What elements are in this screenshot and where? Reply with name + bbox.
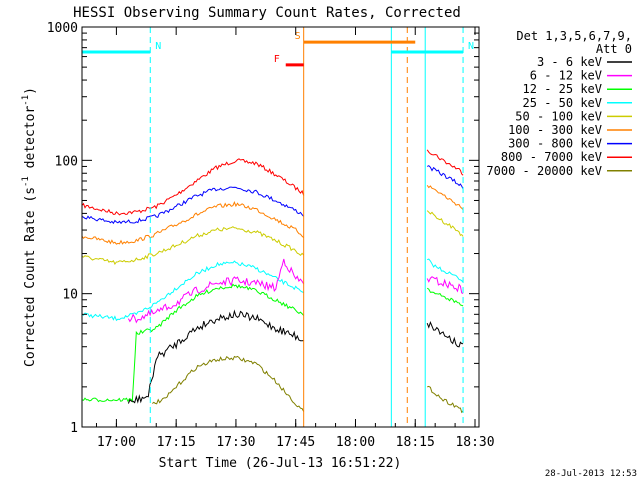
series-line-1-1	[426, 165, 464, 190]
x-tick-label-6: 18:30	[455, 435, 494, 450]
series-line-0-1	[426, 149, 464, 176]
legend-label-3: 25 - 50 keV	[523, 96, 602, 110]
x-tick-label-0: 17:00	[97, 435, 136, 450]
y-axis-label-sup2: -1	[21, 95, 31, 106]
legend-header-2: Att 0	[596, 42, 632, 56]
y-axis-label-mid: detector	[23, 106, 38, 177]
y-axis: 1 10 100 1000	[47, 21, 479, 436]
series-line-5-1	[426, 276, 464, 295]
legend-label-0: 3 - 6 keV	[537, 55, 602, 69]
y-axis-label-end: )	[23, 87, 38, 95]
flag-label-3: F	[274, 54, 280, 65]
x-tick-label-1: 17:15	[157, 435, 196, 450]
timestamp: 28-Jul-2013 12:53	[545, 469, 637, 479]
legend-label-6: 300 - 800 keV	[508, 137, 602, 151]
plot-frame	[81, 26, 480, 428]
x-tick-label-4: 18:00	[336, 435, 375, 450]
series-line-4-0	[81, 260, 304, 322]
series-line-5-0	[127, 258, 305, 324]
series-layer	[81, 149, 464, 414]
legend-label-1: 6 - 12 keV	[530, 69, 602, 83]
chart-title: HESSI Observing Summary Count Rates, Cor…	[73, 5, 461, 21]
flag-label-0: N	[155, 41, 161, 52]
series-line-6-1	[426, 287, 464, 307]
legend-label-2: 12 - 25 keV	[523, 82, 602, 96]
x-tick-label-5: 18:15	[396, 435, 435, 450]
legend-label-8: 7000 - 20000 keV	[486, 164, 602, 178]
flag-label-2: S	[295, 31, 301, 42]
series-line-3-0	[81, 226, 305, 265]
y-axis-label: Corrected Count Rate (s-1 detector-1)	[21, 87, 38, 367]
series-line-0-0	[81, 158, 305, 216]
series-line-8-1	[427, 385, 464, 414]
series-line-2-1	[426, 185, 464, 211]
y-tick-label-0: 1	[70, 421, 78, 436]
series-line-8-0	[152, 355, 305, 412]
y-tick-label-2: 100	[55, 154, 78, 169]
flag-layer: N N S F	[82, 31, 474, 67]
y-tick-label-1: 10	[62, 288, 78, 303]
legend-label-7: 800 - 7000 keV	[501, 150, 602, 164]
x-axis-label: Start Time (26-Jul-13 16:51:22)	[159, 456, 402, 471]
marker-layer	[149, 27, 464, 427]
series-line-7-0	[127, 309, 304, 404]
legend-header-1: Det 1,3,5,6,7,9,	[516, 29, 632, 43]
legend-label-4: 50 - 100 keV	[515, 109, 602, 123]
y-axis-label-main: Corrected Count Rate (s	[23, 187, 38, 367]
series-line-4-1	[427, 258, 464, 283]
series-line-1-0	[81, 186, 305, 225]
legend-label-5: 100 - 300 keV	[508, 123, 602, 137]
series-line-7-1	[426, 320, 464, 348]
series-line-3-1	[426, 210, 464, 237]
x-tick-label-2: 17:30	[216, 435, 255, 450]
x-axis: 17:00 17:15 17:30 17:45 18:00 18:15 18:30	[95, 27, 495, 450]
flag-label-1: N	[468, 41, 474, 52]
series-line-6-0	[81, 283, 305, 403]
series-line-2-0	[81, 201, 305, 245]
y-tick-label-3: 1000	[47, 21, 78, 36]
plot-area: N N S F 17:00 17:15 17:30 17:45 18:00 18:15 18:30…	[47, 21, 495, 450]
x-tick-label-3: 17:45	[276, 435, 315, 450]
y-axis-label-sup1: -1	[21, 176, 31, 187]
